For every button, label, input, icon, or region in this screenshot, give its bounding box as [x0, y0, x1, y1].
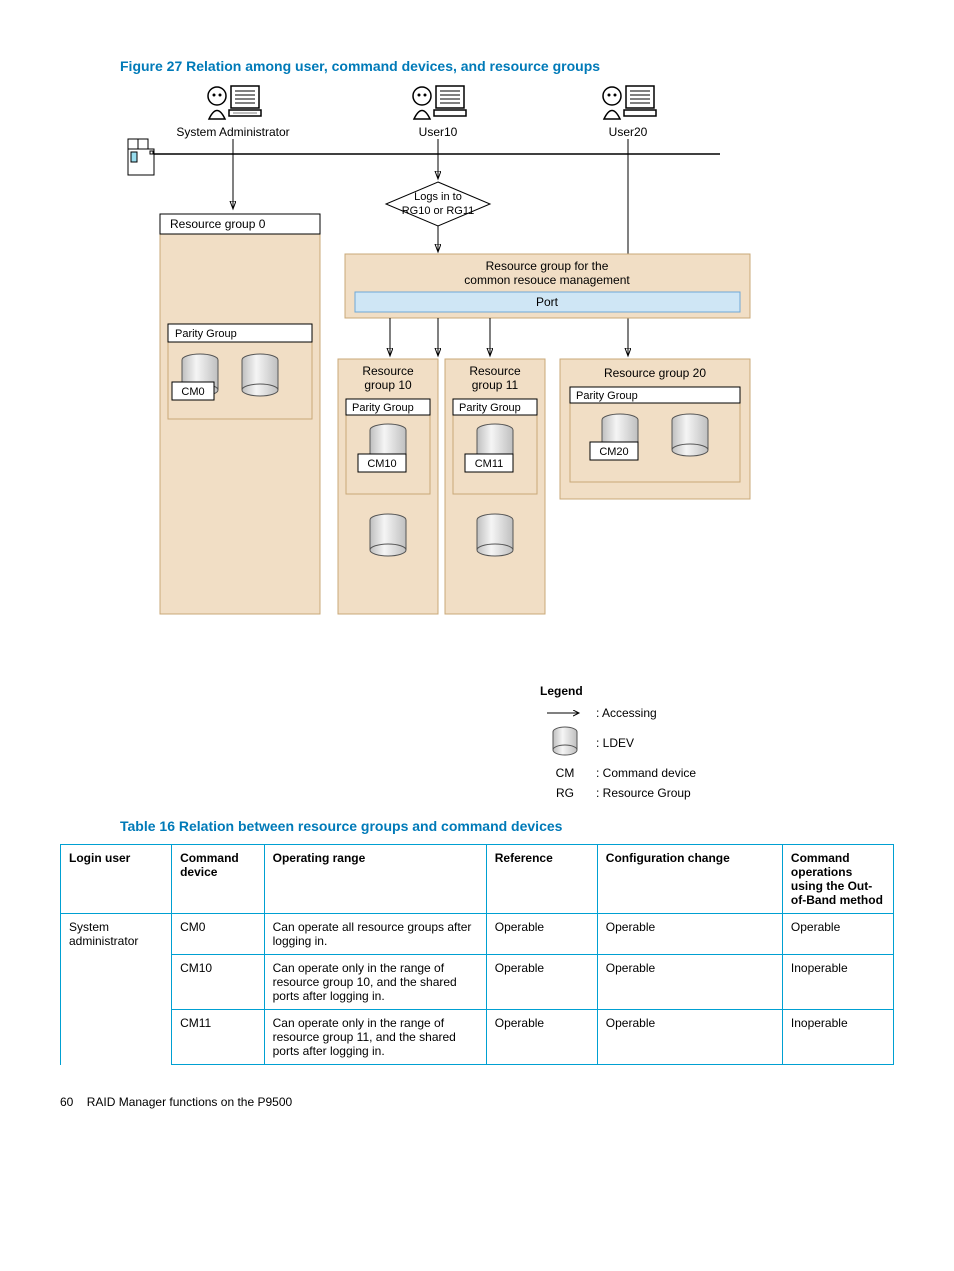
cm0-label: CM0: [181, 386, 204, 398]
rg0-title: Resource group 0: [170, 217, 266, 231]
sysadmin-label: System Administrator: [176, 125, 289, 139]
table-row: System administrator CM0 Can operate all…: [61, 914, 894, 955]
rg0-cyl2: [242, 354, 278, 396]
rg10-title2: group 10: [364, 378, 412, 392]
rg20-parity: Parity Group: [576, 390, 638, 402]
page-number: 60: [60, 1095, 73, 1109]
legend-title: Legend: [540, 684, 894, 698]
rg11-title2: group 11: [472, 378, 519, 392]
rg11-title: Resource: [469, 364, 521, 378]
user10-label: User10: [419, 125, 458, 139]
common-line2: common resouce management: [464, 273, 630, 287]
rg20-title: Resource group 20: [604, 366, 706, 380]
figure-title: Figure 27 Relation among user, command d…: [120, 58, 894, 74]
decision-line2: RG10 or RG11: [402, 205, 475, 217]
legend-accessing: : Accessing: [596, 706, 657, 720]
th-oob: Command operations using the Out-of-Band…: [782, 845, 893, 914]
legend-rg-abbrev: RG: [540, 786, 590, 800]
rg11-parity: Parity Group: [459, 402, 521, 414]
legend-ldev: : LDEV: [596, 736, 634, 750]
diagram: System Administrator User10 User20: [120, 84, 800, 674]
rg20-cyl2: [672, 414, 708, 456]
legend: Legend : Accessing : LDEV CM : Command d…: [540, 684, 894, 800]
th-cmd: Command device: [172, 845, 265, 914]
rg0-parity: Parity Group: [175, 328, 237, 340]
cm11-label: CM11: [475, 458, 504, 470]
server-icon: [128, 139, 154, 175]
th-login: Login user: [61, 845, 172, 914]
table-row: CM10 Can operate only in the range of re…: [61, 955, 894, 1010]
table-row: CM11 Can operate only in the range of re…: [61, 1010, 894, 1065]
cm10-label: CM10: [367, 458, 396, 470]
common-line1: Resource group for the: [486, 259, 609, 273]
user-icon-user20: User20: [603, 86, 656, 139]
rg10-parity: Parity Group: [352, 402, 414, 414]
decision-line1: Logs in to: [414, 191, 462, 203]
port-label: Port: [536, 295, 559, 309]
th-cfg: Configuration change: [597, 845, 782, 914]
legend-cm-desc: : Command device: [596, 766, 696, 780]
user20-label: User20: [609, 125, 648, 139]
rg10-title: Resource: [362, 364, 414, 378]
footer-text: RAID Manager functions on the P9500: [87, 1095, 292, 1109]
relation-table: Login user Command device Operating rang…: [60, 844, 894, 1065]
user-icon-user10: User10: [413, 86, 466, 139]
th-range: Operating range: [264, 845, 486, 914]
rg10-cyl2: [370, 514, 406, 556]
user-icon-sysadmin: System Administrator: [176, 86, 289, 139]
cm20-label: CM20: [599, 446, 628, 458]
legend-rg-desc: : Resource Group: [596, 786, 691, 800]
legend-cm-abbrev: CM: [540, 766, 590, 780]
th-ref: Reference: [486, 845, 597, 914]
table-title: Table 16 Relation between resource group…: [120, 818, 894, 834]
page-footer: 60 RAID Manager functions on the P9500: [60, 1095, 894, 1109]
rg11-cyl2: [477, 514, 513, 556]
